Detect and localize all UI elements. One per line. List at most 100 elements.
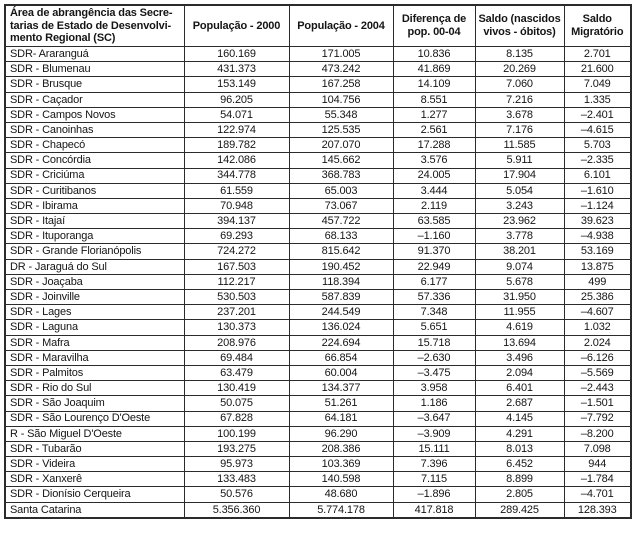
value-cell: 1.032 xyxy=(563,319,632,336)
value-cell: 190.452 xyxy=(288,258,394,275)
value-cell: 125.535 xyxy=(288,121,394,139)
value-cell: 189.782 xyxy=(183,137,290,154)
value-cell: 145.662 xyxy=(288,152,394,169)
table-row: DR - Jaraguá do Sul 167.503 190.452 22.949 9… xyxy=(4,258,632,275)
table-row: SDR - Grande Florianópolis 724.272 815.642… xyxy=(4,243,632,260)
value-cell: 53.169 xyxy=(563,243,632,260)
value-cell: 344.778 xyxy=(183,167,290,184)
value-cell: 23.962 xyxy=(474,213,565,230)
value-cell: 3.678 xyxy=(474,106,565,123)
value-cell: 6.452 xyxy=(474,456,565,473)
table-row: SDR - Rio do Sul 130.419 134.377 3.958 6.401… xyxy=(4,380,632,397)
value-cell: –4.615 xyxy=(563,121,632,139)
value-cell: 61.559 xyxy=(183,182,290,199)
value-cell: 70.948 xyxy=(183,197,290,215)
value-cell: –3.475 xyxy=(392,364,476,382)
value-cell: 244.549 xyxy=(288,304,394,321)
table-row: SDR - São Joaquim 50.075 51.261 1.186 2.687–… xyxy=(4,395,632,412)
value-cell: 5.356.360 xyxy=(183,501,290,519)
value-cell: 57.336 xyxy=(392,288,476,306)
value-cell: 63.585 xyxy=(392,213,476,230)
value-cell: 38.201 xyxy=(474,243,565,260)
region-name-cell: SDR - Lages xyxy=(4,304,185,321)
value-cell: 68.133 xyxy=(288,228,394,245)
value-cell: –2.443 xyxy=(563,380,632,397)
region-name-cell: SDR - Xanxerê xyxy=(4,471,185,488)
region-name-cell: SDR - Laguna xyxy=(4,319,185,336)
value-cell: 69.293 xyxy=(183,228,290,245)
value-cell: –6.126 xyxy=(563,349,632,366)
value-cell: 5.054 xyxy=(474,182,565,199)
region-name-cell: SDR - Chapecó xyxy=(4,137,185,154)
value-cell: 31.950 xyxy=(474,288,565,306)
region-name-cell: SDR - Joaçaba xyxy=(4,273,185,291)
value-cell: 7.060 xyxy=(474,76,565,93)
region-name-cell: SDR - Caçador xyxy=(4,91,185,108)
table-row: SDR - Lages 237.201 244.549 7.348 11.955 –4.6… xyxy=(4,304,632,321)
value-cell: 587.839 xyxy=(288,288,394,306)
value-cell: –1.784 xyxy=(563,471,632,488)
value-cell: 7.049 xyxy=(563,76,632,93)
region-name-cell: SDR - São Joaquim xyxy=(4,395,185,412)
value-cell: 208.976 xyxy=(183,334,290,351)
value-cell: 417.818 xyxy=(392,501,476,519)
value-cell: 8.899 xyxy=(474,471,565,488)
value-cell: 50.576 xyxy=(183,486,290,503)
region-name-cell: DR - Jaraguá do Sul xyxy=(4,258,185,275)
value-cell: 3.778 xyxy=(474,228,565,245)
value-cell: 208.386 xyxy=(288,440,394,458)
value-cell: 142.086 xyxy=(183,152,290,169)
value-cell: 6.401 xyxy=(474,380,565,397)
value-cell: 171.005 xyxy=(288,45,394,63)
col-header-pop-2000: População - 2000 xyxy=(183,4,290,47)
value-cell: 7.176 xyxy=(474,121,565,139)
value-cell: –1.160 xyxy=(392,228,476,245)
table-row: SDR- Araranguá 160.169 171.005 10.836 8.135 2… xyxy=(4,45,632,63)
value-cell: 60.004 xyxy=(288,364,394,382)
value-cell: 724.272 xyxy=(183,243,290,260)
value-cell: 394.137 xyxy=(183,213,290,230)
value-cell: –8.200 xyxy=(563,425,632,442)
value-cell: 48.680 xyxy=(288,486,394,503)
value-cell: 5.703 xyxy=(563,137,632,154)
value-cell: 17.904 xyxy=(474,167,565,184)
value-cell: 11.585 xyxy=(474,137,565,154)
table-row: SDR - Caçador 96.205 104.756 8.551 7.216 1.33… xyxy=(4,91,632,108)
value-cell: –2.401 xyxy=(563,106,632,123)
value-cell: 51.261 xyxy=(288,395,394,412)
table-row: SDR - Dionísio Cerqueira 50.576 48.680 –1.8… xyxy=(4,486,632,503)
table-row: R - São Miguel D'Oeste 100.199 96.290 –3.90… xyxy=(4,425,632,442)
region-name-cell: SDR - Ibirama xyxy=(4,197,185,215)
table-row: SDR - Mafra 208.976 224.694 15.718 13.694 2.0… xyxy=(4,334,632,351)
value-cell: 2.561 xyxy=(392,121,476,139)
value-cell: 8.013 xyxy=(474,440,565,458)
value-cell: 100.199 xyxy=(183,425,290,442)
region-name-cell: SDR - Canoinhas xyxy=(4,121,185,139)
table-row: SDR - Tubarão 193.275 208.386 15.111 8.013 7.… xyxy=(4,440,632,458)
region-name-cell: SDR - Itajaí xyxy=(4,213,185,230)
value-cell: 128.393 xyxy=(563,501,632,519)
value-cell: –4.938 xyxy=(563,228,632,245)
value-cell: 499 xyxy=(563,273,632,291)
value-cell: 130.419 xyxy=(183,380,290,397)
value-cell: 14.109 xyxy=(392,76,476,93)
region-name-cell: SDR - Blumenau xyxy=(4,61,185,78)
value-cell: 3.243 xyxy=(474,197,565,215)
table-row: SDR - Brusque 153.149 167.258 14.109 7.060 7.… xyxy=(4,76,632,93)
value-cell: 96.290 xyxy=(288,425,394,442)
value-cell: 2.701 xyxy=(563,45,632,63)
region-name-cell: SDR - Grande Florianópolis xyxy=(4,243,185,260)
value-cell: 5.651 xyxy=(392,319,476,336)
value-cell: 224.694 xyxy=(288,334,394,351)
value-cell: –1.610 xyxy=(563,182,632,199)
table-row: SDR - Blumenau 431.373 473.242 41.869 20.269… xyxy=(4,61,632,78)
value-cell: 3.496 xyxy=(474,349,565,366)
value-cell: 153.149 xyxy=(183,76,290,93)
value-cell: –7.792 xyxy=(563,410,632,427)
value-cell: –3.647 xyxy=(392,410,476,427)
region-name-cell: SDR - Criciúma xyxy=(4,167,185,184)
value-cell: –4.607 xyxy=(563,304,632,321)
value-cell: 10.836 xyxy=(392,45,476,63)
value-cell: 134.377 xyxy=(288,380,394,397)
region-name-cell: SDR - Brusque xyxy=(4,76,185,93)
